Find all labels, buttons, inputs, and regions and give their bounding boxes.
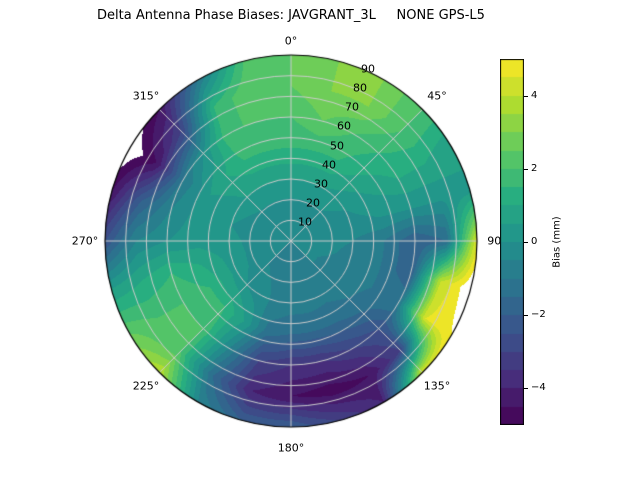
azimuth-tick-225: 225° xyxy=(132,379,160,393)
azimuth-tick-315: 315° xyxy=(132,89,160,103)
radial-tick-40: 40 xyxy=(322,158,336,172)
colorbar-tickmark xyxy=(524,96,528,97)
radial-tick-80: 80 xyxy=(353,81,367,95)
colorbar-tick-0: 0 xyxy=(531,236,538,247)
azimuth-tick-90: 90° xyxy=(487,234,507,248)
colorbar-tickmark xyxy=(524,169,528,170)
radial-tick-20: 20 xyxy=(306,196,320,210)
radial-tick-10: 10 xyxy=(298,215,312,229)
radial-tick-30: 30 xyxy=(314,177,328,191)
radial-tick-50: 50 xyxy=(330,139,344,153)
azimuth-tick-135: 135° xyxy=(423,379,451,393)
colorbar-axis-label: Bias (mm) xyxy=(551,216,563,268)
colorbar-tick-4: 4 xyxy=(531,90,538,101)
colorbar-tickmark xyxy=(524,388,528,389)
azimuth-tick-0: 0° xyxy=(284,34,298,48)
azimuth-tick-180: 180° xyxy=(277,441,305,455)
radial-tick-70: 70 xyxy=(345,100,359,114)
radial-tick-90: 90 xyxy=(361,62,375,76)
azimuth-tick-45: 45° xyxy=(427,89,447,103)
colorbar-tick-2: 2 xyxy=(531,163,538,174)
colorbar-tick-neg4: −4 xyxy=(531,382,546,393)
radial-tick-60: 60 xyxy=(337,119,351,133)
colorbar-tick-neg2: −2 xyxy=(531,309,546,320)
azimuth-tick-270: 270° xyxy=(71,234,99,248)
colorbar-tickmark xyxy=(524,242,528,243)
colorbar-canvas xyxy=(500,59,524,425)
colorbar-tickmark xyxy=(524,315,528,316)
